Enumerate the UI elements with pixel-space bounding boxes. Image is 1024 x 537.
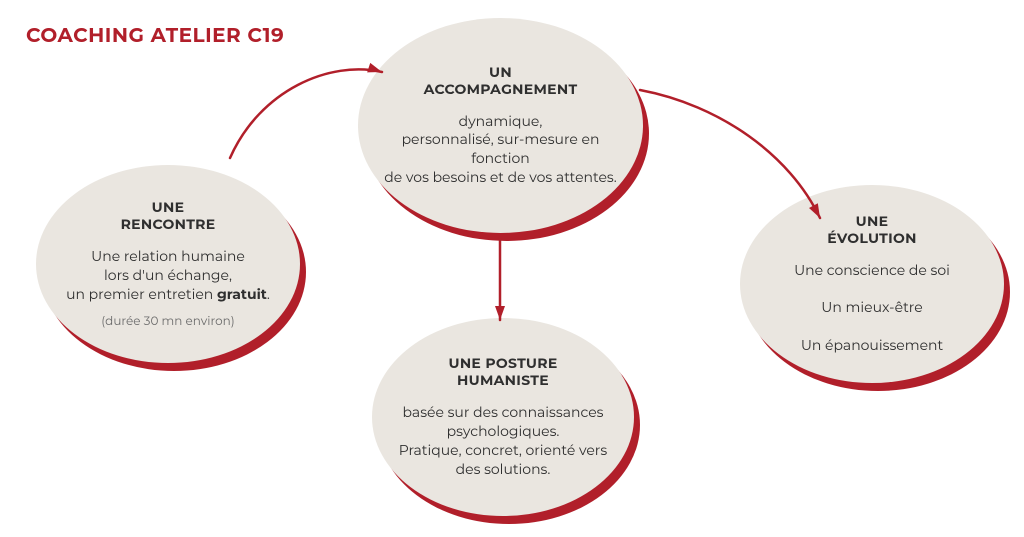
bubble-evolution-title: UNEÉVOLUTION (827, 213, 916, 247)
bubble-rencontre-body: UNERENCONTRE Une relation humainelors d'… (36, 165, 300, 363)
bubble-rencontre: UNERENCONTRE Une relation humainelors d'… (36, 165, 300, 363)
diagram-stage: COACHING ATELIER C19 UNERENCONTRE Une re… (0, 0, 1024, 537)
bubble-posture: UNE POSTUREHUMANISTE basée sur des conna… (372, 318, 634, 516)
bubble-rencontre-note: (durée 30 mn environ) (101, 314, 235, 329)
page-title: COACHING ATELIER C19 (26, 24, 284, 48)
bubble-evolution: UNEÉVOLUTION Une conscience de soiUn mie… (740, 185, 1004, 383)
bubble-evolution-body: UNEÉVOLUTION Une conscience de soiUn mie… (740, 185, 1004, 383)
bubble-posture-text: basée sur des connaissances psychologiqu… (390, 403, 616, 479)
bubble-posture-title: UNE POSTUREHUMANISTE (448, 355, 557, 389)
bubble-rencontre-title: UNERENCONTRE (121, 199, 216, 233)
bubble-posture-body: UNE POSTUREHUMANISTE basée sur des conna… (372, 318, 634, 516)
bubble-evolution-text: Une conscience de soiUn mieux-êtreUn épa… (794, 261, 950, 355)
bubble-accompagnement-body: UNACCOMPAGNEMENT dynamique,personnalisé,… (358, 18, 643, 233)
bubble-rencontre-text: Une relation humainelors d'un échange,un… (66, 247, 270, 304)
bubble-accompagnement: UNACCOMPAGNEMENT dynamique,personnalisé,… (358, 18, 643, 233)
bubble-accompagnement-title: UNACCOMPAGNEMENT (424, 64, 578, 98)
bubble-accompagnement-text: dynamique,personnalisé, sur-mesure en fo… (376, 112, 625, 188)
